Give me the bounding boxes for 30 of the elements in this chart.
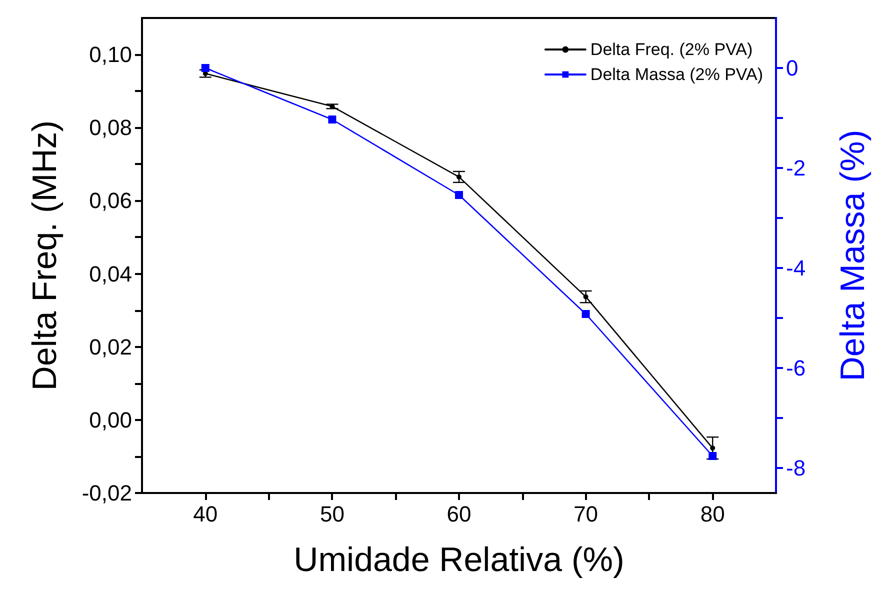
x-tick-label: 40 <box>193 502 218 526</box>
legend-label: Delta Massa (2% PVA) <box>590 65 764 84</box>
point <box>328 116 336 124</box>
x-tick-label: 50 <box>320 502 344 526</box>
point <box>201 64 210 72</box>
point <box>456 174 462 180</box>
point <box>583 294 588 300</box>
y2-tick-label: -2 <box>786 156 806 180</box>
y-tick-label: -0,02 <box>82 480 132 506</box>
x-tick-label: 70 <box>574 502 598 526</box>
x-axis-title: Umidade Relativa (%) <box>294 541 624 579</box>
y2-tick-label: -6 <box>786 356 806 380</box>
y-tick-label: 0,00 <box>89 407 132 432</box>
y2-axis-title: Delta Massa (%) <box>834 130 872 382</box>
y2-tick-label: -4 <box>786 256 806 280</box>
x-tick-label: 80 <box>700 502 725 526</box>
point <box>582 310 590 318</box>
y-tick-label: 0,08 <box>89 115 132 140</box>
y-axis-title: Delta Freq. (MHz) <box>26 120 64 391</box>
x-tick-label: 60 <box>446 502 472 526</box>
y-tick-label: 0,06 <box>89 188 132 214</box>
point <box>708 452 717 460</box>
y2-tick-label: 0 <box>786 56 798 80</box>
point <box>710 446 716 451</box>
point <box>455 191 463 199</box>
legend-label: Delta Freq. (2% PVA) <box>590 40 753 59</box>
y-tick-label: 0,02 <box>89 334 132 360</box>
y-tick-label: 0,10 <box>89 42 132 68</box>
y2-tick-label: -8 <box>786 456 806 480</box>
y-tick-label: 0,04 <box>89 261 132 286</box>
